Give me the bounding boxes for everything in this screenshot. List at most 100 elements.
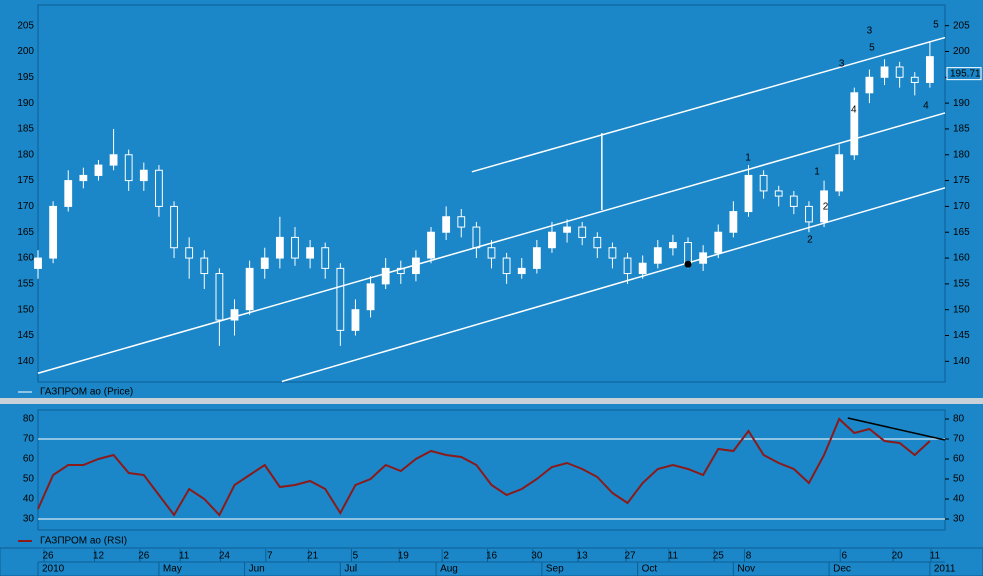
- candle-body: [548, 231, 556, 249]
- candle-body: [215, 273, 224, 321]
- candle-body: [729, 211, 738, 233]
- y-tick-label: 40: [23, 494, 35, 505]
- y-tick-label: 185: [17, 124, 34, 135]
- candle-body: [668, 242, 677, 249]
- y-tick-label: 185: [953, 124, 970, 135]
- candle-body: [895, 66, 904, 78]
- month-label: Dec: [833, 564, 851, 575]
- last-price-label: 195.71: [950, 68, 981, 79]
- y-tick-label: 200: [953, 46, 970, 57]
- wave-label: 4: [851, 104, 857, 115]
- x-tick-label: 11: [179, 551, 190, 562]
- x-tick-label: 13: [577, 551, 589, 562]
- wave-label: 3: [839, 59, 845, 70]
- wave-label: 2: [807, 235, 813, 246]
- candle-body: [850, 92, 859, 156]
- rsi-frame: [37, 409, 946, 531]
- trend-line: [281, 187, 946, 383]
- y-tick-label: 160: [953, 253, 970, 264]
- y-tick-label: 60: [23, 454, 35, 465]
- trend-line: [37, 112, 946, 374]
- candle-body: [109, 154, 118, 166]
- wave-label: 5: [869, 43, 875, 54]
- wave-label: 1: [814, 166, 820, 177]
- candle-body: [910, 76, 919, 83]
- trend-line: [847, 417, 946, 441]
- x-tick-label: 20: [892, 551, 904, 562]
- candle-body: [608, 247, 617, 259]
- trend-line: [471, 36, 946, 173]
- y-tick-label: 165: [953, 227, 970, 238]
- y-tick-label: 155: [953, 279, 970, 290]
- month-label: Nov: [737, 564, 755, 575]
- candle-body: [487, 247, 496, 259]
- last-price-box: [946, 67, 982, 81]
- price-frame: [37, 4, 946, 383]
- candle-body: [260, 257, 269, 269]
- y-tick-label: 150: [17, 304, 34, 315]
- y-tick-label: 190: [17, 98, 34, 109]
- candle-body: [442, 216, 451, 233]
- x-tick-label: 2: [443, 551, 449, 562]
- candle-body: [638, 262, 647, 275]
- candle-body: [835, 154, 844, 192]
- panel-divider: [0, 398, 983, 404]
- x-tick-label: 8: [746, 551, 752, 562]
- y-tick-label: 205: [953, 20, 970, 31]
- candle-body: [880, 66, 889, 78]
- candle-body: [291, 236, 299, 259]
- y-tick-label: 165: [17, 227, 34, 238]
- wave-label: 3: [867, 25, 873, 36]
- candle-body: [774, 190, 783, 197]
- candle-body: [94, 164, 103, 176]
- wave-label: 4: [923, 100, 929, 111]
- candle-body: [472, 226, 481, 249]
- candle-body: [532, 247, 541, 269]
- y-tick-label: 200: [17, 46, 34, 57]
- candle-body: [49, 205, 58, 259]
- y-tick-label: 80: [953, 414, 965, 425]
- candle-body: [457, 216, 466, 228]
- candle-body: [865, 76, 874, 94]
- candle-body: [427, 231, 435, 259]
- candle-body: [306, 247, 315, 259]
- x-tick-label: 11: [668, 551, 679, 562]
- candle-body: [336, 267, 345, 331]
- y-tick-label: 145: [17, 330, 34, 341]
- candle-body: [170, 205, 178, 249]
- month-label: 2010: [42, 564, 65, 575]
- y-tick-label: 190: [953, 98, 970, 109]
- x-tick-label: 19: [398, 551, 410, 562]
- y-tick-label: 175: [953, 175, 970, 186]
- candle-body: [593, 236, 602, 249]
- x-tick-label: 26: [43, 551, 55, 562]
- y-tick-label: 30: [23, 514, 35, 525]
- candle-body: [245, 267, 254, 311]
- x-tick-label: 5: [353, 551, 359, 562]
- candle-body: [185, 247, 194, 259]
- x-tick-label: 11: [930, 551, 941, 562]
- candle-body: [789, 195, 798, 207]
- x-tick-label: 30: [531, 551, 543, 562]
- x-tick-label: 6: [841, 551, 847, 562]
- y-tick-label: 150: [953, 304, 970, 315]
- x-tick-label: 21: [307, 551, 319, 562]
- month-label: 2011: [934, 564, 956, 575]
- y-tick-label: 40: [953, 494, 965, 505]
- y-tick-label: 30: [953, 514, 965, 525]
- candle-body: [759, 174, 768, 192]
- month-label: Jul: [344, 564, 357, 575]
- y-tick-label: 155: [17, 279, 34, 290]
- candle-body: [139, 169, 148, 182]
- candle-body: [744, 174, 753, 213]
- candle-body: [502, 257, 511, 275]
- candle-body: [34, 257, 42, 269]
- x-tick-label: 7: [267, 551, 273, 562]
- candle-body: [155, 169, 163, 207]
- candle-body: [79, 174, 88, 182]
- candle-body: [381, 267, 390, 285]
- candle-body: [714, 231, 723, 254]
- candle-body: [321, 247, 330, 269]
- y-tick-label: 70: [23, 434, 35, 445]
